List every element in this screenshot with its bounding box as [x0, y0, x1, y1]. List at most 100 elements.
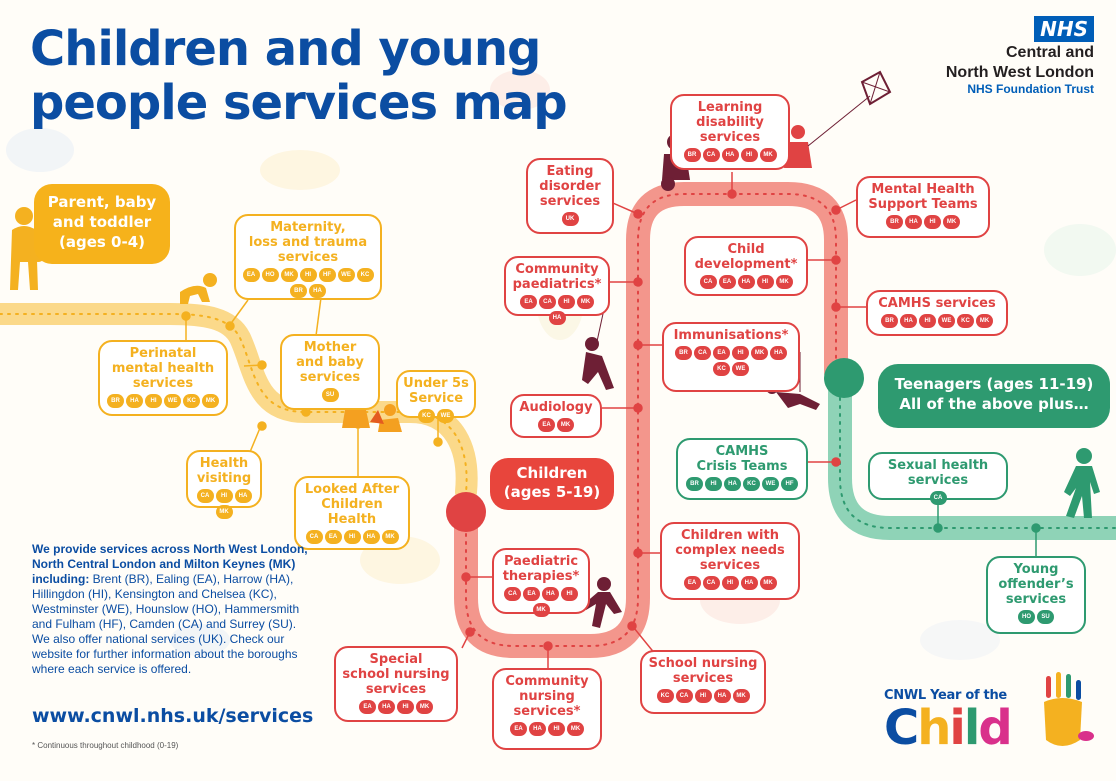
service-name: CAMHS Crisis Teams [696, 444, 788, 474]
borough-codes: CA EA HI HA MK [300, 529, 404, 545]
service-audiology: Audiology EA MK [510, 394, 602, 438]
borough-code-badge: MK [532, 603, 550, 617]
service-name: Mother and baby services [296, 340, 364, 385]
service-mother-baby: Mother and baby services SU [280, 334, 380, 410]
borough-code-badge: CA [539, 295, 556, 309]
stage-parent-baby-toddler: Parent, baby and toddler (ages 0-4) [34, 184, 170, 264]
service-name: Young offender’s services [998, 562, 1074, 607]
borough-codes: KC WE [402, 408, 470, 424]
stage-teen-line-1: Teenagers (ages 11-19) [894, 375, 1094, 393]
borough-code-badge: KC [713, 362, 730, 376]
nhs-logo: NHS Central and North West London NHS Fo… [854, 16, 1094, 97]
borough-code-badge: CA [702, 576, 720, 590]
borough-codes: BR HI HA KC WE HF [682, 476, 802, 492]
borough-code-badge: UK [561, 212, 579, 226]
borough-code-badge: HI [561, 587, 578, 601]
borough-code-badge: HA [529, 722, 546, 736]
borough-code-badge: SU [321, 388, 339, 402]
borough-codes: EA MK [516, 417, 596, 433]
service-name: Community nursing services* [505, 674, 589, 719]
borough-code-badge: HA [309, 284, 326, 298]
service-special-school: Special school nursing services EA HA HI MK [334, 646, 458, 722]
title-line-2: people services map [30, 75, 568, 131]
borough-code-badge: BR [290, 284, 307, 298]
borough-code-badge: CA [699, 275, 717, 289]
service-name: Child development* [694, 242, 798, 272]
service-name: Looked After Children Health [304, 482, 400, 527]
borough-code-badge: WE [164, 394, 181, 408]
year-logo-letter: C [884, 700, 919, 756]
service-name: School nursing services [648, 656, 758, 686]
service-name: Paediatric therapies* [502, 554, 580, 584]
borough-codes: EA HO MK HI HF WE KC BR HA [240, 267, 376, 299]
year-logo-word: Child [884, 700, 1013, 756]
borough-code-badge: HA [905, 215, 922, 229]
borough-code-badge: MK [280, 268, 298, 282]
borough-code-badge: WE [437, 409, 454, 423]
borough-code-badge: HI [215, 489, 233, 503]
service-name: Community paediatrics* [512, 262, 602, 292]
borough-code-badge: EA [359, 700, 376, 714]
borough-code-badge: SU [1037, 610, 1054, 624]
borough-codes: EA HA HI MK [340, 699, 452, 715]
borough-code-badge: HI [694, 689, 712, 703]
service-name: Mental Health Support Teams [868, 182, 978, 212]
borough-codes: BR HA HI WE KC MK [104, 393, 222, 409]
borough-code-badge: HI [924, 215, 941, 229]
service-young-offender: Young offender’s services HO SU [986, 556, 1086, 634]
borough-code-badge: HA [740, 576, 758, 590]
borough-codes: SU [286, 387, 374, 403]
borough-codes: BR HA HI MK [862, 214, 984, 230]
service-eating-disorder: Eating disorder services UK [526, 158, 614, 234]
borough-code-badge: BR [686, 477, 703, 491]
service-name: Maternity, loss and trauma services [248, 220, 368, 265]
footnote: * Continuous throughout childhood (0-19) [32, 741, 179, 750]
borough-code-badge: EA [242, 268, 260, 282]
borough-code-badge: MK [567, 722, 584, 736]
borough-code-badge: EA [510, 722, 527, 736]
borough-code-badge: HI [740, 148, 758, 162]
borough-code-badge: MK [759, 576, 777, 590]
borough-code-badge: HI [721, 576, 739, 590]
borough-code-badge: HO [261, 268, 279, 282]
borough-code-badge: WE [732, 362, 749, 376]
borough-code-badge: BR [886, 215, 903, 229]
borough-code-badge: HI [548, 722, 565, 736]
service-under5s: Under 5s Service KC WE [396, 370, 476, 423]
borough-codes: EA CA HI HA MK [666, 575, 794, 591]
service-looked-after: Looked After Children Health CA EA HI HA MK [294, 476, 410, 550]
borough-code-badge: MK [759, 148, 777, 162]
borough-code-badge: HI [299, 268, 317, 282]
borough-code-badge: KC [418, 409, 435, 423]
year-logo-letter: h [917, 700, 951, 756]
service-immunisations: Immunisations* BR CA EA HI MK HA KC WE [662, 322, 800, 392]
borough-codes: BR CA HA HI MK [676, 147, 784, 163]
borough-code-badge: HI [919, 314, 936, 328]
nhs-trust-name-1: Central and [1005, 44, 1094, 61]
borough-code-badge: KC [356, 268, 374, 282]
stage-teenagers: Teenagers (ages 11-19) All of the above … [878, 364, 1110, 428]
borough-code-badge: HF [318, 268, 336, 282]
borough-code-badge: MK [976, 314, 993, 328]
borough-code-badge: HA [900, 314, 917, 328]
borough-code-badge: HA [713, 689, 731, 703]
borough-code-badge: EA [520, 295, 537, 309]
borough-code-badge: HA [126, 394, 143, 408]
borough-code-badge: CA [929, 491, 947, 505]
borough-code-badge: MK [557, 418, 574, 432]
borough-code-badge: HA [770, 346, 787, 360]
teen-stage-marker [824, 358, 864, 398]
borough-code-badge: BR [881, 314, 898, 328]
borough-code-badge: HI [705, 477, 722, 491]
borough-code-badge: HI [756, 275, 774, 289]
borough-codes: EA HA HI MK [498, 721, 596, 737]
service-camhs-crisis: CAMHS Crisis Teams BR HI HA KC WE HF [676, 438, 808, 500]
service-community-paed: Community paediatrics* EA CA HI MK HA [504, 256, 610, 325]
service-name: Perinatal mental health services [111, 346, 215, 391]
path-early-years [0, 303, 478, 503]
services-link[interactable]: www.cnwl.nhs.uk/services [32, 705, 314, 727]
children-stage-marker [446, 492, 486, 532]
borough-code-badge: HA [542, 587, 559, 601]
